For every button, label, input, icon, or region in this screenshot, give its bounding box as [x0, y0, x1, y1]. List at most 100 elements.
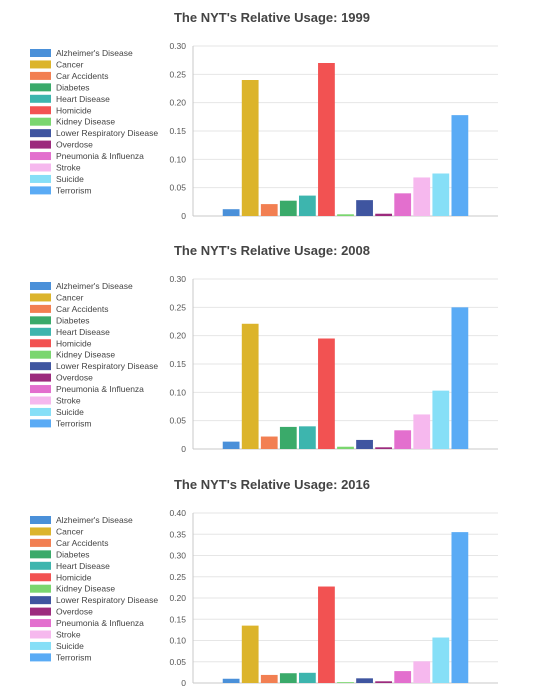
legend-swatch: [30, 607, 51, 616]
bar-alzheimer-s-disease[interactable]: [222, 441, 240, 449]
legend-swatch: [30, 327, 51, 336]
legend-label[interactable]: Car Accidents: [56, 71, 108, 81]
legend-label[interactable]: Kidney Disease: [56, 584, 115, 594]
legend-swatch: [30, 641, 51, 650]
bar-stroke[interactable]: [413, 661, 431, 683]
legend-label[interactable]: Car Accidents: [56, 538, 108, 548]
legend-label[interactable]: Pneumonia & Influenza: [56, 384, 144, 394]
bar-lower-respiratory-disease[interactable]: [356, 200, 373, 216]
legend-label[interactable]: Lower Respiratory Disease: [56, 595, 158, 605]
bar-homicide[interactable]: [318, 63, 335, 216]
legend-label[interactable]: Terrorism: [56, 185, 91, 195]
bar-kidney-disease[interactable]: [337, 446, 354, 449]
legend-label[interactable]: Heart Disease: [56, 561, 110, 571]
legend-swatch: [30, 653, 51, 662]
bar-overdose[interactable]: [375, 447, 393, 449]
bar-kidney-disease[interactable]: [337, 682, 354, 683]
legend-label[interactable]: Suicide: [56, 174, 84, 184]
legend-swatch: [30, 362, 51, 371]
legend-swatch: [30, 60, 51, 69]
legend-label[interactable]: Kidney Disease: [56, 117, 115, 127]
bar-diabetes[interactable]: [279, 426, 297, 449]
legend-label[interactable]: Stroke: [56, 630, 81, 640]
chart-panel-1: The NYT's Relative Usage: 2008 0 0.05 0.10 0…: [0, 233, 555, 466]
bar-alzheimer-s-disease[interactable]: [222, 678, 240, 683]
bar-car-accidents[interactable]: [260, 204, 278, 216]
legend-label[interactable]: Kidney Disease: [56, 350, 115, 360]
legend-label[interactable]: Overdose: [56, 607, 93, 617]
legend-swatch: [30, 630, 51, 639]
legend-label[interactable]: Terrorism: [56, 418, 91, 428]
bar-stroke[interactable]: [413, 414, 431, 449]
legend-label[interactable]: Suicide: [56, 407, 84, 417]
bar-homicide[interactable]: [318, 338, 335, 450]
bar-suicide[interactable]: [432, 637, 450, 683]
bar-car-accidents[interactable]: [260, 674, 278, 683]
legend-label[interactable]: Diabetes: [56, 315, 90, 325]
legend-label[interactable]: Stroke: [56, 396, 81, 406]
bar-kidney-disease[interactable]: [337, 214, 354, 216]
bar-homicide[interactable]: [318, 586, 335, 683]
legend-label[interactable]: Pneumonia & Influenza: [56, 618, 144, 628]
bar-alzheimer-s-disease[interactable]: [222, 209, 240, 216]
bar-lower-respiratory-disease[interactable]: [356, 439, 373, 449]
legend-label[interactable]: Lower Respiratory Disease: [56, 128, 158, 138]
bar-pneumonia-influenza[interactable]: [394, 671, 412, 683]
bar-pneumonia-influenza[interactable]: [394, 430, 412, 449]
bar-car-accidents[interactable]: [260, 436, 278, 449]
legend-swatch: [30, 152, 51, 161]
bar-terrorism[interactable]: [451, 532, 469, 683]
bar-overdose[interactable]: [375, 681, 393, 683]
bar-diabetes[interactable]: [279, 673, 297, 683]
bar-pneumonia-influenza[interactable]: [394, 193, 412, 216]
bar-terrorism[interactable]: [451, 115, 469, 216]
legend-label[interactable]: Homicide: [56, 572, 92, 582]
bar-cancer[interactable]: [241, 80, 259, 216]
y-tick-label: 0: [181, 678, 186, 688]
bar-suicide[interactable]: [432, 390, 450, 449]
bar-stroke[interactable]: [413, 177, 431, 216]
chart-panel-0: The NYT's Relative Usage: 1999 0 0.05 0.10 0…: [0, 0, 555, 233]
legend-label[interactable]: Pneumonia & Influenza: [56, 151, 144, 161]
bar-suicide[interactable]: [432, 173, 450, 217]
legend-label[interactable]: Overdose: [56, 140, 93, 150]
legend-label[interactable]: Cancer: [56, 59, 84, 69]
legend-swatch: [30, 584, 51, 593]
bar-overdose[interactable]: [375, 213, 393, 216]
bar-cancer[interactable]: [241, 323, 259, 449]
legend-swatch: [30, 106, 51, 115]
bar-diabetes[interactable]: [279, 200, 297, 216]
bar-heart-disease[interactable]: [298, 195, 316, 216]
legend-swatch: [30, 304, 51, 313]
legend-swatch: [30, 129, 51, 138]
legend-label[interactable]: Car Accidents: [56, 304, 108, 314]
bar-cancer[interactable]: [241, 625, 259, 683]
y-tick-label: 0: [181, 444, 186, 454]
legend-label[interactable]: Lower Respiratory Disease: [56, 361, 158, 371]
y-tick-label: 0.10: [169, 636, 186, 646]
legend-label[interactable]: Overdose: [56, 373, 93, 383]
y-tick-label: 0.30: [169, 551, 186, 561]
legend-label[interactable]: Cancer: [56, 292, 84, 302]
legend-label[interactable]: Alzheimer's Disease: [56, 515, 133, 525]
legend-swatch: [30, 282, 51, 290]
legend-label[interactable]: Heart Disease: [56, 94, 110, 104]
legend-label[interactable]: Stroke: [56, 163, 81, 173]
legend-label[interactable]: Alzheimer's Disease: [56, 48, 133, 58]
legend-label[interactable]: Alzheimer's Disease: [56, 281, 133, 291]
bar-heart-disease[interactable]: [298, 672, 316, 683]
legend-swatch: [30, 140, 51, 149]
legend-label[interactable]: Homicide: [56, 105, 92, 115]
legend-label[interactable]: Homicide: [56, 338, 92, 348]
legend-label[interactable]: Diabetes: [56, 82, 90, 92]
legend-swatch: [30, 550, 51, 559]
bar-heart-disease[interactable]: [298, 426, 316, 449]
legend-label[interactable]: Cancer: [56, 526, 84, 536]
legend-label[interactable]: Diabetes: [56, 549, 90, 559]
bar-lower-respiratory-disease[interactable]: [356, 678, 373, 683]
legend-label[interactable]: Heart Disease: [56, 327, 110, 337]
bar-terrorism[interactable]: [451, 307, 469, 449]
legend-label[interactable]: Terrorism: [56, 652, 91, 662]
legend-label[interactable]: Suicide: [56, 641, 84, 651]
chart-panel-2: The NYT's Relative Usage: 2016 0 0.05 0.10 0…: [0, 467, 555, 700]
